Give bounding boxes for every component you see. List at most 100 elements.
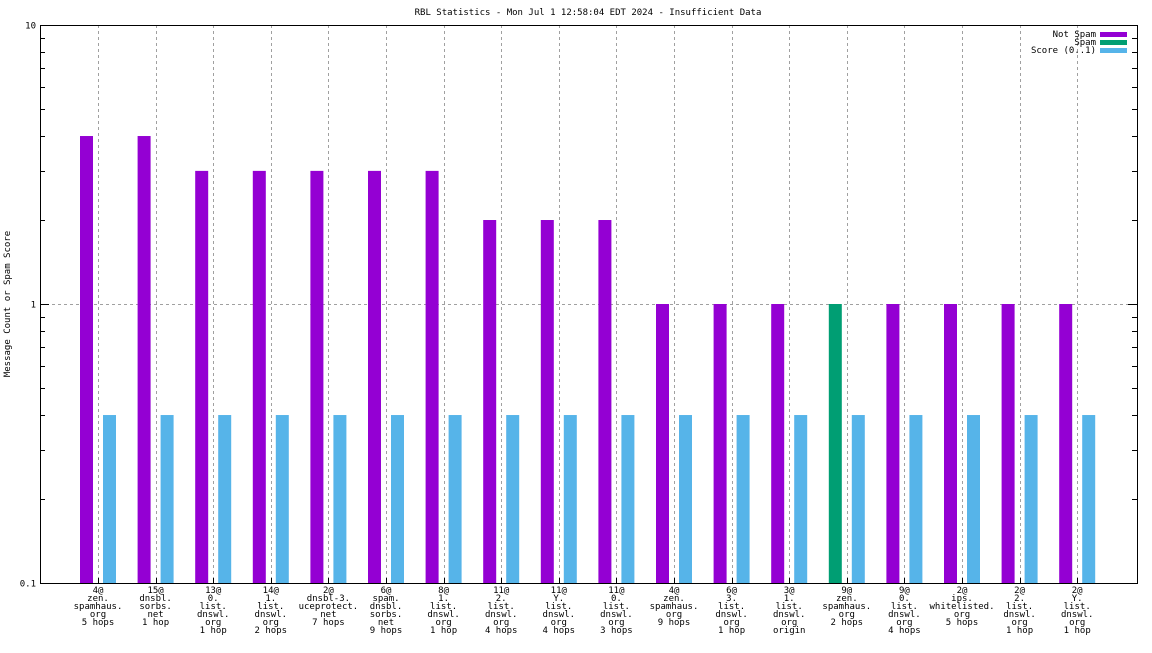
x-tick-label-line: list. <box>200 602 227 612</box>
bar-not-spam <box>310 170 324 583</box>
x-tick-label-line: 1 hop <box>1006 626 1033 636</box>
x-tick-label-line: 1 hop <box>200 626 227 636</box>
x-tick-label-line: list. <box>891 602 918 612</box>
bar-score-0-1 <box>736 415 750 583</box>
x-tick-label-line: org <box>608 618 624 628</box>
x-tick-label-line: org <box>435 618 451 628</box>
x-tick-label-line: 14@ <box>263 586 280 596</box>
x-tick-label-line: 0. <box>899 594 910 604</box>
x-tick-label: 3@ 1. list. dnswl. org origin <box>773 586 806 636</box>
legend-swatch <box>1100 48 1127 53</box>
x-tick-label-line: 1 hop <box>430 626 457 636</box>
x-tick-label-line: list. <box>603 602 630 612</box>
x-tick-label-line: 1. <box>438 594 449 604</box>
x-tick-label: 13@ 0. list. dnswl. org 1 hop <box>197 586 230 636</box>
x-tick-label: 2@ dnsbl-3. uceprotect. net 7 hops <box>299 586 359 628</box>
x-tick-label: 2@ Y. list. dnswl. org 1 hop <box>1061 586 1094 636</box>
bar-score-0-1 <box>448 415 462 583</box>
bar-not-spam <box>368 170 381 583</box>
x-tick-label-line: 13@ <box>205 586 222 596</box>
x-tick-label-line: 4 hops <box>543 626 576 636</box>
x-tick-label-line: 3@ <box>784 586 795 596</box>
x-tick-label-line: 2. <box>496 594 507 604</box>
bar-score-0-1 <box>794 415 808 583</box>
legend-label: Spam <box>1074 38 1096 48</box>
bar-score-0-1 <box>851 415 865 583</box>
x-tick-label-line: dnsbl-3. <box>307 594 350 604</box>
x-tick-label-line: list. <box>545 602 572 612</box>
x-tick-label-line: net <box>378 618 394 628</box>
x-tick-label-line: 0. <box>611 594 622 604</box>
x-tick-label-line: whitelisted. <box>929 602 994 612</box>
legend-label: Not Spam <box>1053 30 1096 40</box>
bar-score-0-1 <box>679 415 692 583</box>
bar-score-0-1 <box>563 415 577 583</box>
x-tick-label-line: dnswl. <box>773 610 806 620</box>
bar-not-spam <box>944 304 957 583</box>
x-tick-label: 6@ 3. list. dnswl. org 1 hop <box>715 586 748 636</box>
x-tick-label-line: 5 hops <box>946 618 979 628</box>
x-tick-label: 11@ 0. list. dnswl. org 3 hops <box>600 586 633 636</box>
x-tick-label: 4@ zen. spamhaus. org 5 hops <box>74 586 123 628</box>
x-tick-label-line: org <box>666 610 682 620</box>
x-tick-label-line: zen. <box>663 594 685 604</box>
x-tick-label: 4@ zen. spamhaus. org 9 hops <box>650 586 699 628</box>
x-tick-label-line: dnswl. <box>485 610 518 620</box>
x-tick-label-line: sorbs. <box>370 610 403 620</box>
x-tick-label-line: org <box>263 618 279 628</box>
x-tick-label-line: org <box>781 618 797 628</box>
bar-score-0-1 <box>621 415 635 583</box>
x-tick-label: 9@ 0. list. dnswl. org 4 hops <box>888 586 921 636</box>
x-tick-label-line: org <box>954 610 970 620</box>
bar-score-0-1 <box>160 415 174 583</box>
x-tick-label-line: org <box>1069 618 1085 628</box>
x-tick-label-line: list. <box>488 602 515 612</box>
x-tick-label-line: list. <box>776 602 803 612</box>
bar-not-spam <box>137 136 151 583</box>
bar-score-0-1 <box>275 415 289 583</box>
chart-title: RBL Statistics - Mon Jul 1 12:58:04 EDT … <box>415 8 762 18</box>
x-tick-label-line: ips. <box>951 594 973 604</box>
x-tick-label-line: 9@ <box>841 586 852 596</box>
x-tick-label: 6@ spam. dnsbl. sorbs. net 9 hops <box>370 586 403 636</box>
bar-not-spam <box>483 220 497 583</box>
x-tick-label-line: org <box>839 610 855 620</box>
x-tick-label-line: 2. <box>1014 594 1025 604</box>
x-tick-label: 2@ 2. list. dnswl. org 1 hop <box>1003 586 1036 636</box>
x-tick-label-line: uceprotect. <box>299 602 359 612</box>
x-tick-label-line: 11@ <box>493 586 510 596</box>
x-tick-label-line: 9@ <box>899 586 910 596</box>
x-tick-label-line: list. <box>257 602 284 612</box>
x-tick-label-line: 6@ <box>381 586 392 596</box>
legend-label: Score (0..1) <box>1031 46 1096 56</box>
x-tick-label-line: 0. <box>208 594 219 604</box>
bar-not-spam <box>425 170 439 583</box>
x-tick-label-line: 4 hops <box>485 626 518 636</box>
bar-not-spam <box>598 220 612 583</box>
bar-score-0-1 <box>333 415 347 583</box>
bar-spam <box>828 304 842 583</box>
x-tick-label-line: org <box>205 618 221 628</box>
x-tick-label-line: 2 hops <box>831 618 864 628</box>
x-tick-label-line: org <box>90 610 106 620</box>
bar-not-spam <box>1001 304 1015 583</box>
x-tick-label-line: 4@ <box>669 586 680 596</box>
y-tick-label: 0.1 <box>20 580 36 590</box>
y-tick-label: 10 <box>25 22 36 32</box>
y-tick-label: 1 <box>31 301 36 311</box>
x-tick-label-line: org <box>551 618 567 628</box>
y-axis-label: Message Count or Spam Score <box>3 231 13 377</box>
x-tick-label-line: dnsbl. <box>370 602 403 612</box>
x-tick-label-line: dnswl. <box>197 610 230 620</box>
x-tick-label-line: 4@ <box>93 586 104 596</box>
x-tick-label-line: 11@ <box>551 586 568 596</box>
legend-swatch <box>1100 32 1127 37</box>
x-tick-label: 15@ dnsbl. sorbs. net 1 hop <box>139 586 172 628</box>
x-tick-label-line: origin <box>773 626 806 636</box>
x-tick-label-line: 4 hops <box>888 626 921 636</box>
bar-score-0-1 <box>909 415 923 583</box>
x-tick-label-line: Y. <box>1072 594 1083 604</box>
x-tick-label-line: dnsbl. <box>139 594 172 604</box>
x-tick-label-line: 1 hop <box>718 626 745 636</box>
bar-not-spam <box>1059 304 1073 583</box>
